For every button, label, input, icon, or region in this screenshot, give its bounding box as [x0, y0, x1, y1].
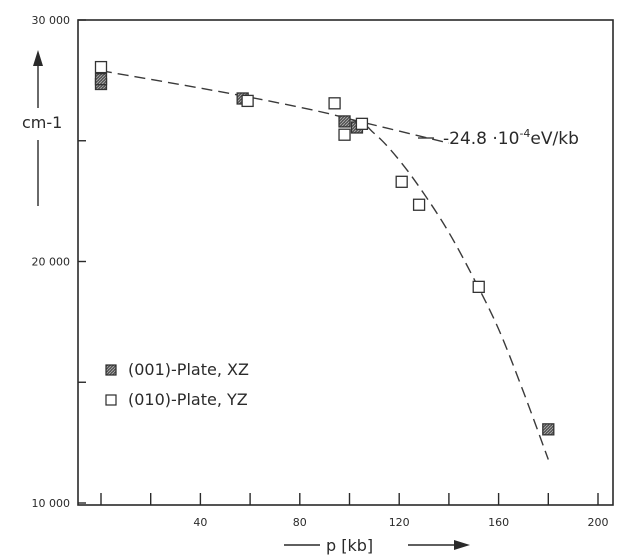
point-001-plate [542, 423, 555, 436]
legend-label-010-plate: (010)-Plate, YZ [128, 390, 248, 409]
legend-marker-filled-square [105, 364, 117, 376]
dashed-fit-line-1 [100, 70, 549, 460]
y-tick-label: 30 000 [32, 14, 71, 27]
x-axis-title: p [kb] [326, 536, 373, 555]
point-010-plate [395, 175, 408, 188]
x-axis-ticks: 40 80 120 160 200 [100, 493, 609, 529]
point-010-plate [94, 60, 108, 74]
legend-marker-open-square [105, 394, 117, 406]
point-010-plate [412, 198, 426, 211]
x-tick-label: 80 [293, 516, 307, 529]
y-tick-label: 10 000 [32, 497, 71, 510]
plot-frame [77, 19, 614, 506]
x-tick-label: 120 [389, 516, 410, 529]
x-axis-arrow-head [454, 540, 470, 550]
y-tick-label: 20 000 [32, 256, 71, 269]
slope-annotation-exponent: -4 [519, 127, 530, 140]
slope-annotation-unit: eV/kb [530, 129, 578, 149]
legend-label-001-plate: (001)-Plate, XZ [128, 360, 249, 379]
y-axis-ticks: 10 000 20 000 30 000 [32, 14, 86, 510]
slope-annotation: -24.8 ·10-4eV/kb [443, 127, 579, 149]
point-001-plate [338, 115, 351, 128]
point-010-plate [328, 97, 341, 110]
point-010-plate [472, 280, 485, 294]
data-points [94, 60, 555, 436]
y-axis-title: cm-1 [22, 113, 62, 132]
point-010-plate [241, 94, 254, 108]
slope-annotation-main: -24.8 ·10 [443, 129, 519, 149]
x-tick-label: 160 [488, 516, 509, 529]
x-tick-label: 40 [193, 516, 207, 529]
x-tick-label: 200 [588, 516, 609, 529]
point-010-plate [338, 128, 351, 141]
y-axis-arrow-head [33, 50, 43, 66]
legend: (001)-Plate, XZ (010)-Plate, YZ [105, 360, 249, 409]
point-001-plate [94, 73, 108, 86]
point-010-plate [355, 117, 369, 130]
